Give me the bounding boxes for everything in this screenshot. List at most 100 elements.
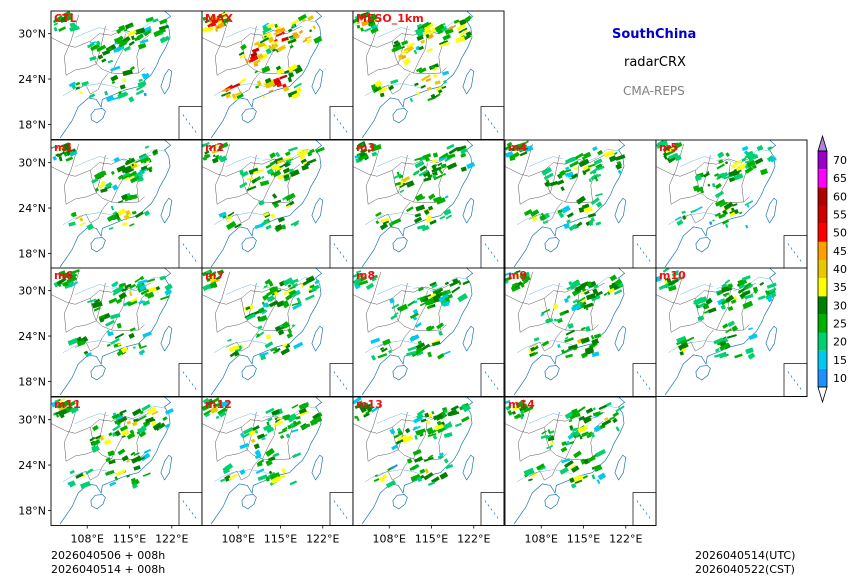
reflectivity-echo [754, 157, 764, 165]
reflectivity-echo [121, 429, 130, 436]
reflectivity-echo [270, 347, 278, 352]
reflectivity-echo [402, 182, 406, 186]
reflectivity-echo [285, 204, 291, 209]
south-china-sea-inset [178, 106, 203, 140]
reflectivity-echo [572, 298, 579, 304]
panel-label: m5 [659, 141, 678, 154]
reflectivity-echo [248, 428, 258, 437]
reflectivity-echo [714, 172, 719, 177]
reflectivity-echo [283, 414, 290, 421]
province-border [216, 192, 296, 205]
province-border [262, 162, 277, 203]
reflectivity-echo [288, 72, 295, 78]
reflectivity-echo [287, 28, 293, 33]
province-border [518, 143, 534, 205]
reflectivity-echo [668, 152, 679, 160]
reflectivity-echo [280, 347, 291, 356]
reflectivity-echo [588, 178, 592, 183]
reflectivity-echo [112, 433, 117, 437]
reflectivity-echo [505, 145, 511, 151]
reflectivity-echo [273, 420, 284, 427]
reflectivity-echo [115, 298, 123, 304]
reflectivity-echo [723, 201, 734, 211]
reflectivity-echo [68, 400, 76, 408]
reflectivity-echo [721, 219, 730, 225]
province-border [262, 419, 277, 460]
y-tick-label: 30°N [18, 157, 46, 170]
reflectivity-echo [127, 212, 132, 217]
reflectivity-echo [414, 213, 422, 218]
x-tick-label: 108°E [222, 533, 255, 546]
reflectivity-echo [745, 150, 754, 156]
river-line [226, 413, 260, 424]
reflectivity-echo [220, 478, 227, 483]
reflectivity-echo [390, 314, 398, 320]
reflectivity-echo [564, 336, 569, 340]
inset-island [342, 126, 345, 129]
reflectivity-echo [426, 48, 433, 53]
reflectivity-echo [212, 402, 223, 408]
reflectivity-echo [595, 290, 603, 297]
reflectivity-echo [448, 146, 459, 155]
reflectivity-echo [105, 469, 115, 476]
reflectivity-echo [140, 168, 145, 175]
south-china-sea-inset [329, 106, 354, 140]
reflectivity-echo [545, 434, 552, 440]
reflectivity-echo [275, 65, 282, 71]
reflectivity-echo [767, 146, 773, 151]
reflectivity-echo [121, 455, 129, 462]
reflectivity-echo [219, 411, 227, 418]
reflectivity-echo [113, 283, 118, 288]
coastline [361, 140, 474, 268]
reflectivity-echo [207, 400, 214, 406]
panel-m6: m6 30°N 24°N 18°N [18, 267, 203, 397]
reflectivity-echo [202, 16, 207, 21]
reflectivity-echo [703, 310, 709, 314]
reflectivity-echo [694, 174, 702, 182]
reflectivity-echo [112, 287, 120, 295]
reflectivity-echo [131, 455, 142, 464]
colorbar-tick-label: 30 [833, 299, 847, 312]
reflectivity-echo [572, 412, 581, 419]
reflectivity-echo [139, 410, 144, 415]
reflectivity-echo [140, 289, 150, 296]
reflectivity-echo [716, 289, 725, 296]
reflectivity-echo [524, 145, 534, 153]
south-china-sea-inset [329, 492, 354, 526]
reflectivity-echo [268, 470, 273, 475]
reflectivity-echo [595, 448, 606, 458]
reflectivity-echo [564, 297, 569, 304]
reflectivity-echo [135, 89, 145, 96]
inset-island [636, 243, 639, 246]
reflectivity-echo [441, 85, 447, 90]
reflectivity-echo [681, 210, 686, 214]
reflectivity-echo [300, 283, 305, 288]
reflectivity-echo [282, 167, 291, 174]
river-line [529, 413, 563, 424]
reflectivity-echo [729, 211, 736, 217]
reflectivity-echo [85, 468, 94, 475]
colorbar-tick-label: 25 [833, 318, 847, 331]
river-line [226, 156, 260, 167]
reflectivity-echo [290, 19, 299, 26]
reflectivity-echo [113, 156, 120, 163]
reflectivity-echo [128, 40, 135, 47]
reflectivity-echo [273, 202, 280, 209]
reflectivity-echo [289, 169, 300, 178]
reflectivity-echo [271, 164, 280, 171]
reflectivity-echo [571, 304, 582, 312]
reflectivity-echo [100, 180, 106, 185]
inset-island [191, 512, 194, 515]
reflectivity-echo [730, 164, 736, 169]
reflectivity-echo [215, 27, 219, 32]
reflectivity-echo [138, 342, 142, 348]
reflectivity-echo [593, 464, 603, 472]
inset-island [484, 114, 487, 117]
reflectivity-echo [580, 336, 590, 344]
reflectivity-echo [571, 173, 578, 180]
y-tick-label: 30°N [18, 285, 46, 298]
reflectivity-echo [96, 44, 107, 53]
reflectivity-echo [311, 416, 323, 425]
reflectivity-echo [281, 426, 288, 432]
hainan-coastline [544, 494, 560, 510]
